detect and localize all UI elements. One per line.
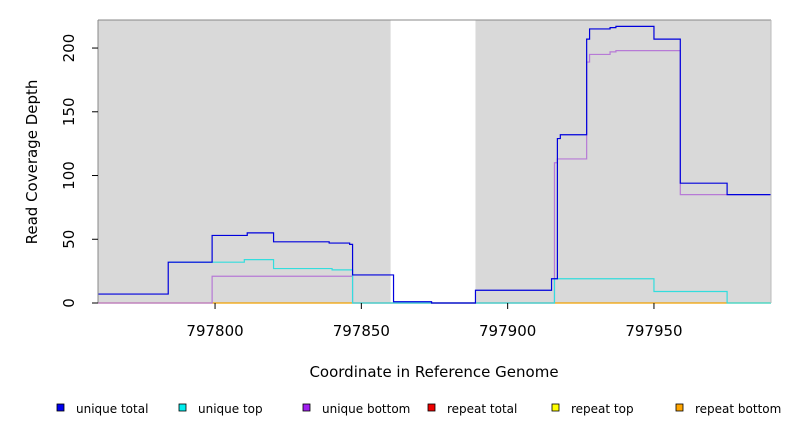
legend-label: repeat total [447,402,517,416]
plot-background [98,20,771,303]
legend-label: repeat bottom [695,402,781,416]
legend-label: repeat top [571,402,634,416]
legend-item-unique-bottom: unique bottom [302,402,410,416]
y-tick-label: 0 [60,298,78,308]
legend-item-unique-top: unique top [178,402,263,416]
y-axis-title: Read Coverage Depth [23,80,41,245]
x-axis: 797800 797850 797900 797950 [186,303,683,340]
legend: unique total unique top unique bottom repea… [56,402,781,416]
y-tick-label: 50 [60,230,78,249]
plot-frame [97,19,772,303]
y-tick-label: 200 [60,34,78,63]
x-axis-title: Coordinate in Reference Genome [309,363,558,381]
legend-swatch [551,403,560,412]
series-layer [98,25,771,304]
legend-label: unique total [76,402,148,416]
legend-swatch [178,403,187,412]
legend-item-repeat-top: repeat top [551,402,634,416]
x-tick-label: 797900 [479,322,536,340]
legend-item-repeat-total: repeat total [427,402,517,416]
series-line-unique-top [168,259,771,304]
x-tick-label: 797850 [333,322,390,340]
shaded-region-1 [98,20,391,303]
legend-label: unique top [198,402,263,416]
legend-swatch [427,403,436,412]
legend-label: unique bottom [322,402,410,416]
y-tick-label: 150 [60,97,78,126]
y-tick-label: 100 [60,161,78,190]
x-tick-label: 797950 [625,322,682,340]
legend-swatch [302,403,311,412]
shaded-region-2 [475,20,771,303]
y-axis: 0 50 100 150 200 [60,34,98,308]
legend-swatch [56,403,65,412]
legend-swatch [675,403,684,412]
series-line-unique-total [98,25,771,304]
legend-item-unique-total: unique total [56,402,148,416]
x-tick-label: 797800 [186,322,243,340]
legend-item-repeat-bottom: repeat bottom [675,402,781,416]
